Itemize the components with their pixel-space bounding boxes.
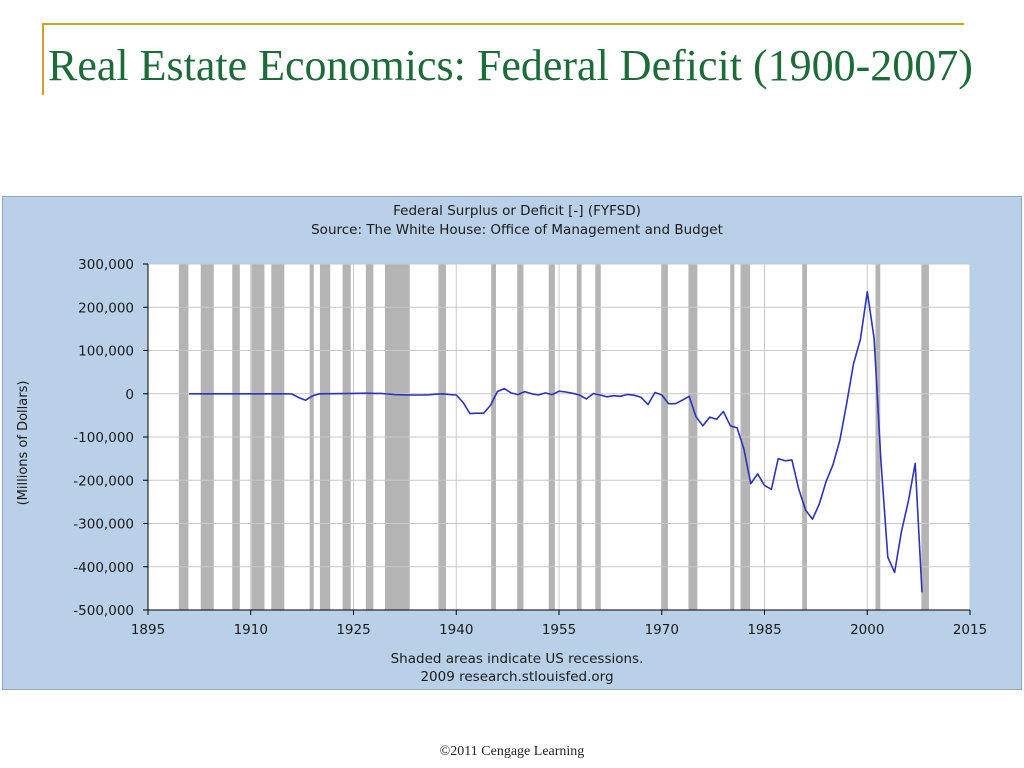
slide-title: Real Estate Economics: Federal Deficit (…: [48, 41, 973, 90]
x-tick-label: 1895: [131, 622, 165, 638]
tick-labels: 300,000 200,000 100,000 0 -100,000 -200,000 -3…: [73, 257, 987, 638]
y-tick-label: -200,000: [73, 473, 134, 489]
x-tick-label: 1925: [336, 622, 370, 638]
y-tick-label: 100,000: [78, 344, 134, 360]
chart-note-recessions: Shaded areas indicate US recessions.: [391, 651, 644, 667]
chart-note-source: 2009 research.stlouisfed.org: [420, 669, 613, 685]
x-tick-label: 1910: [234, 622, 268, 638]
x-tick-label: 2015: [953, 622, 987, 638]
chart-panel: Federal Surplus or Deficit [-] (FYFSD) S…: [2, 196, 1022, 690]
chart-title: Federal Surplus or Deficit [-] (FYFSD): [393, 203, 641, 219]
chart-subtitle: Source: The White House: Office of Manag…: [311, 222, 723, 238]
y-tick-label: 0: [125, 387, 134, 403]
y-tick-label: 300,000: [78, 257, 134, 273]
x-tick-label: 1985: [747, 622, 781, 638]
y-tick-label: 200,000: [78, 300, 134, 316]
series-layer: [189, 290, 923, 593]
y-tick-label: -400,000: [73, 560, 134, 576]
series-line: [189, 290, 923, 593]
x-tick-label: 1970: [645, 622, 679, 638]
y-tick-label: -100,000: [73, 430, 134, 446]
y-tick-label: -500,000: [73, 603, 134, 619]
title-rule-left: [42, 23, 44, 95]
federal-deficit-chart: Federal Surplus or Deficit [-] (FYFSD) S…: [16, 203, 987, 685]
y-tick-label: -300,000: [73, 517, 134, 533]
x-tick-label: 1955: [542, 622, 576, 638]
axes: [147, 264, 970, 611]
x-tick-label: 1940: [439, 622, 473, 638]
copyright-footer: ©2011 Cengage Learning: [439, 744, 585, 759]
title-rule-top: [42, 23, 964, 25]
x-tick-label: 2000: [850, 622, 884, 638]
y-axis-label: (Millions of Dollars): [16, 381, 31, 506]
